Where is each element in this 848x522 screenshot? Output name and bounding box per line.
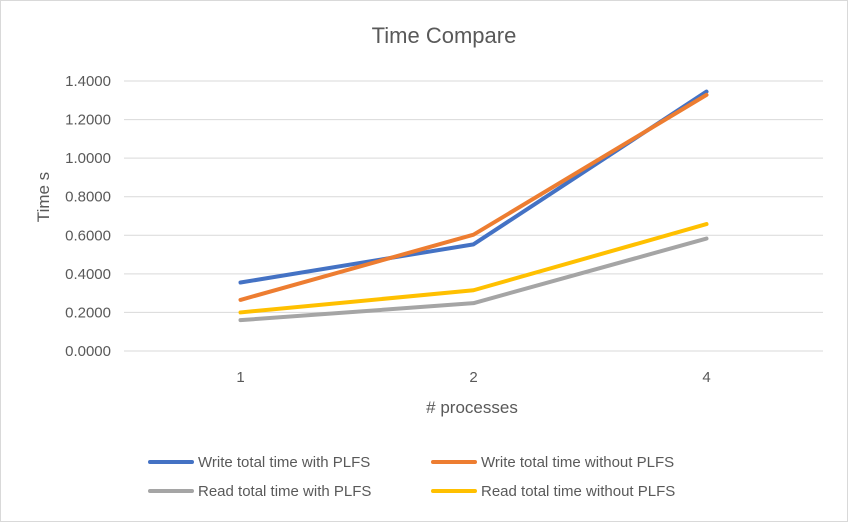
- legend-label: Write total time without PLFS: [481, 454, 674, 471]
- y-tick-label: 0.4000: [65, 266, 111, 283]
- y-axis-label: Time s: [34, 172, 53, 222]
- x-tick-label: 4: [702, 369, 710, 386]
- x-tick-label: 1: [236, 369, 244, 386]
- legend-label: Read total time without PLFS: [481, 483, 675, 500]
- series-line: [238, 222, 709, 315]
- legend-label: Read total time with PLFS: [198, 483, 371, 500]
- legend: Write total time with PLFS Write total ti…: [148, 454, 675, 500]
- series-line: [238, 89, 709, 285]
- y-tick-label: 0.0000: [65, 343, 111, 360]
- y-tick-label: 1.0000: [65, 150, 111, 167]
- x-axis-label: # processes: [426, 398, 518, 417]
- chart-title: Time Compare: [372, 23, 517, 48]
- y-tick-label: 0.2000: [65, 304, 111, 321]
- series-line: [238, 236, 709, 323]
- series-lines: [238, 89, 709, 323]
- y-tick-label: 0.8000: [65, 189, 111, 206]
- x-tick-labels: 1 2 4: [236, 369, 710, 386]
- y-tick-labels: 0.0000 0.2000 0.4000 0.6000 0.8000 1.0000 1.20…: [65, 73, 111, 360]
- x-tick-label: 2: [469, 369, 477, 386]
- y-tick-label: 0.6000: [65, 227, 111, 244]
- gridlines: [124, 80, 823, 352]
- legend-label: Write total time with PLFS: [198, 454, 370, 471]
- y-tick-label: 1.4000: [65, 73, 111, 90]
- y-tick-label: 1.2000: [65, 112, 111, 129]
- series-line: [238, 92, 709, 302]
